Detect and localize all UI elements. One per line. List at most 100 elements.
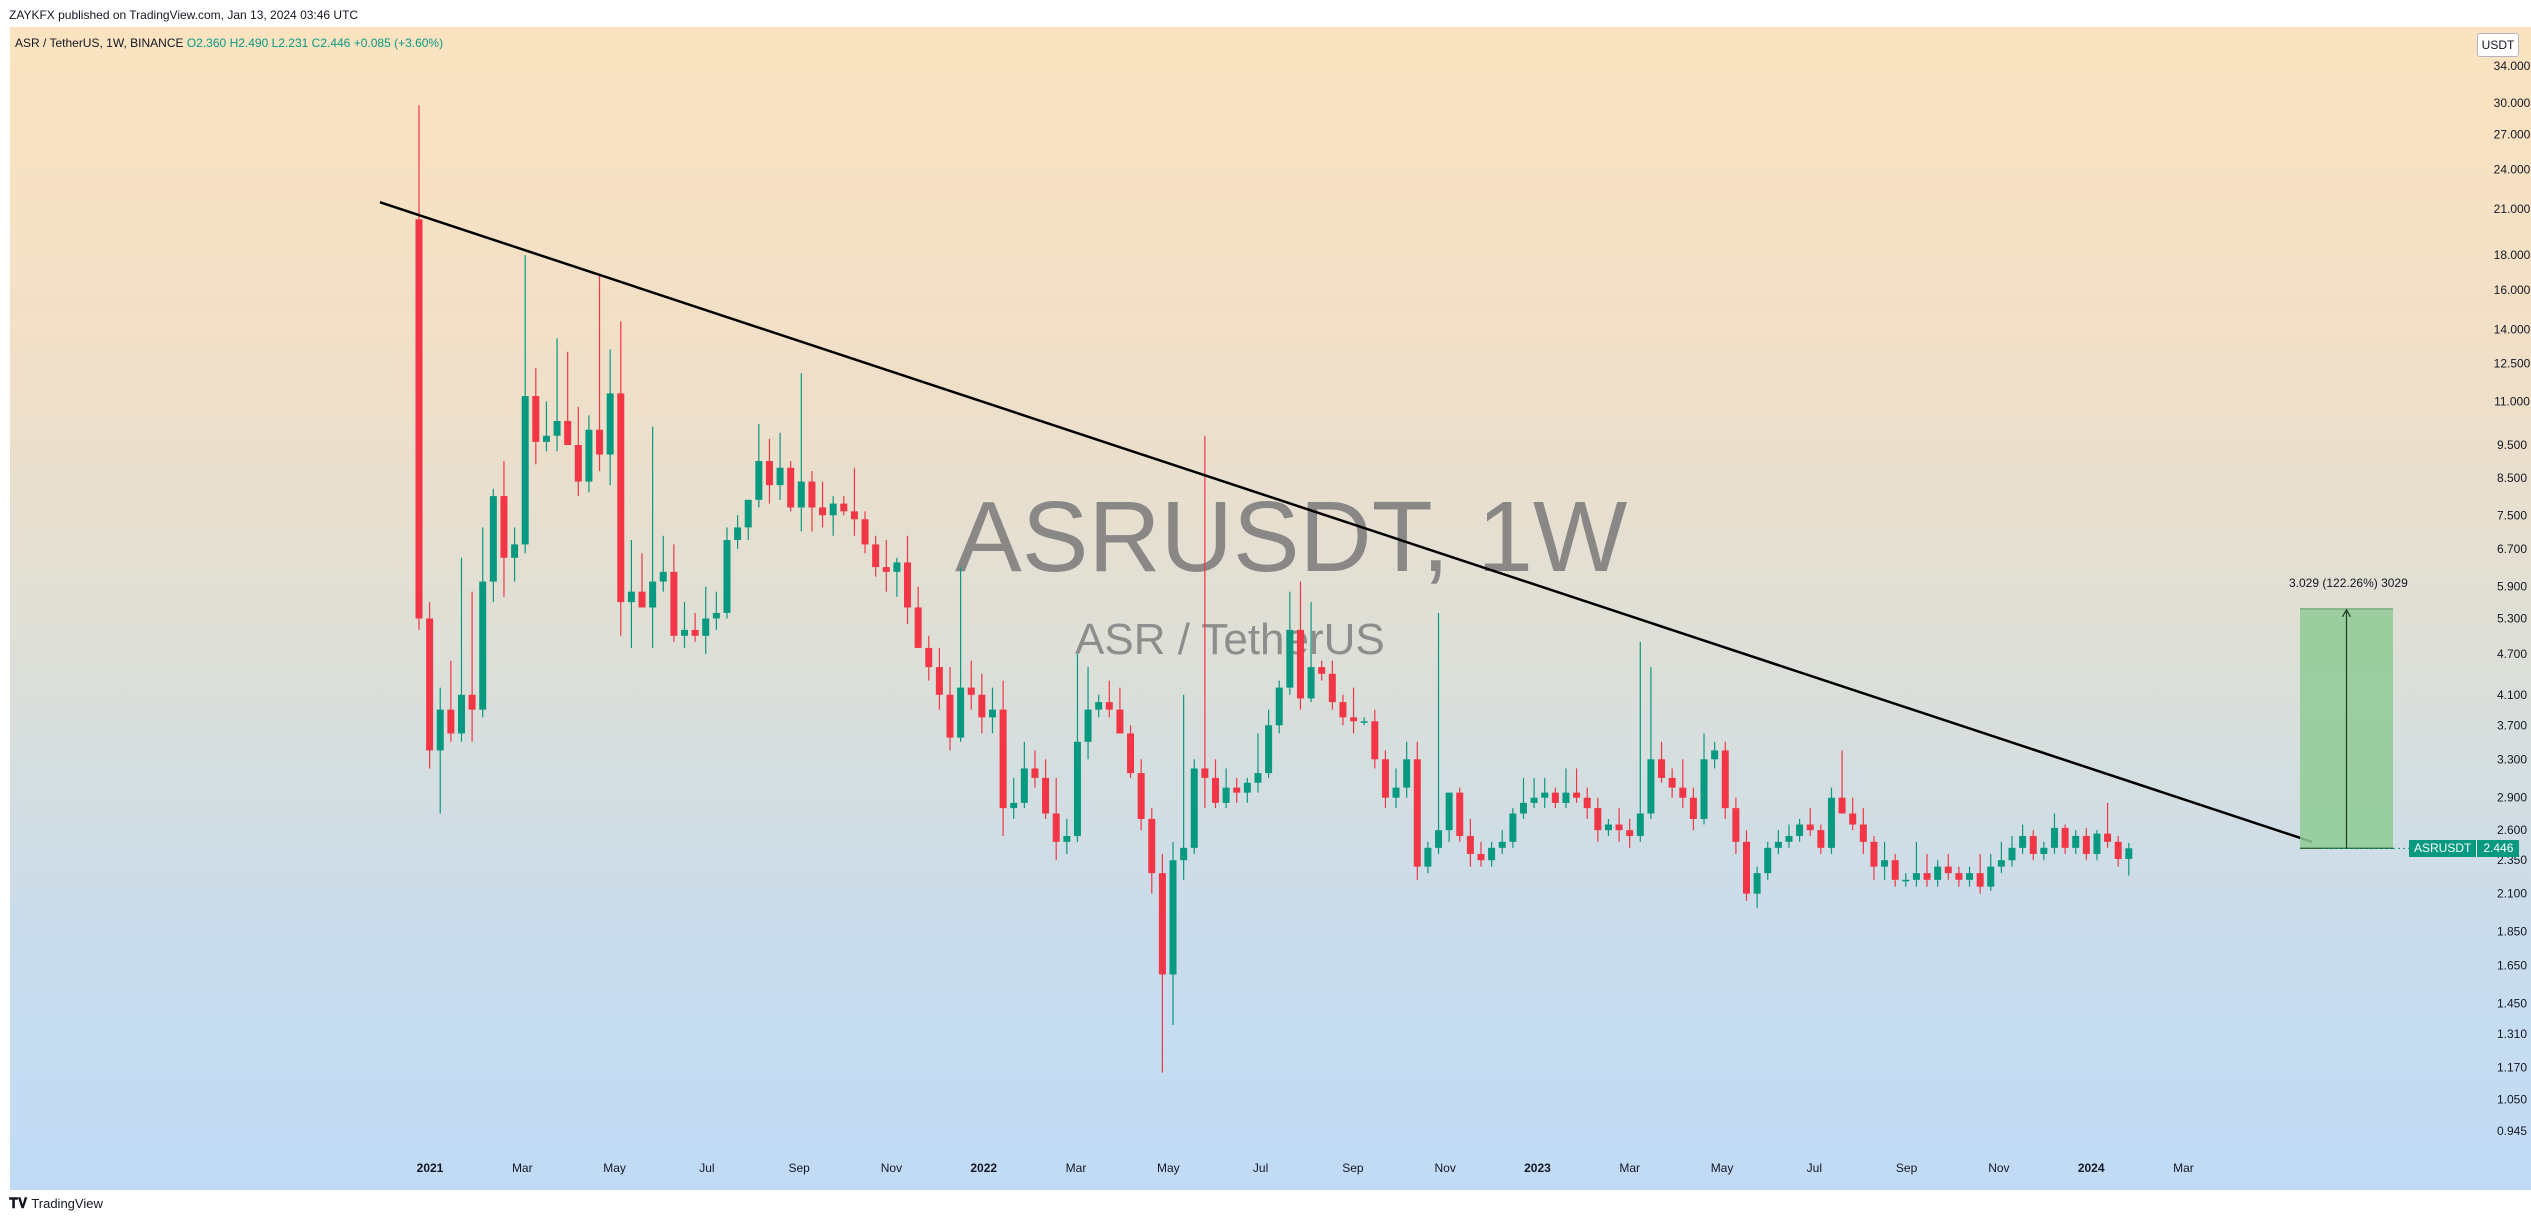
- x-tick-label: Nov: [1988, 1161, 2009, 1175]
- candle-down: [415, 219, 423, 619]
- candle-down: [1838, 797, 1846, 814]
- candle-down: [1923, 873, 1931, 880]
- candle-down: [1976, 873, 1984, 887]
- candle-up: [776, 467, 784, 486]
- y-tick-label: 2.600: [2497, 823, 2527, 837]
- x-tick-label: Sep: [1896, 1161, 1918, 1175]
- measure-label: 3.029 (122.26%) 3029: [2289, 576, 2408, 590]
- tradingview-logo-icon: 𝐓𝐕: [9, 1194, 28, 1211]
- candle-down: [1658, 759, 1666, 778]
- legend-open: O2.360: [186, 36, 227, 50]
- y-tick-label: 7.500: [2497, 508, 2527, 522]
- candle-down: [819, 507, 827, 516]
- y-tick-label: 30.000: [2494, 96, 2531, 110]
- y-tick-label: 5.900: [2497, 580, 2527, 594]
- x-tick-label: Jul: [699, 1161, 714, 1175]
- candle-up: [1997, 860, 2005, 867]
- candle-up: [521, 396, 529, 545]
- candle-up: [457, 694, 465, 734]
- candle-up: [649, 581, 657, 608]
- candle-up: [627, 591, 635, 603]
- candle-up: [2093, 833, 2101, 854]
- candle-down: [1721, 750, 1729, 809]
- y-tick-label: 1.850: [2497, 924, 2527, 938]
- candle-up: [436, 709, 444, 751]
- y-tick-label: 27.000: [2494, 128, 2531, 142]
- candle-down: [1594, 808, 1602, 831]
- candle-up: [702, 618, 710, 636]
- y-tick-label: 3.300: [2497, 752, 2527, 766]
- y-tick-label: 34.000: [2494, 59, 2531, 73]
- candle-down: [1201, 768, 1209, 778]
- currency-unit-button[interactable]: USDT: [2477, 33, 2519, 57]
- candle-down: [1891, 860, 1899, 880]
- candle-down: [1042, 777, 1050, 814]
- candle-up: [1498, 841, 1506, 848]
- candle-up: [755, 461, 763, 500]
- candle-up: [1700, 759, 1708, 819]
- watermark-title: ASRUSDT, 1W: [955, 481, 1628, 593]
- x-tick-label: Sep: [1342, 1161, 1364, 1175]
- measure-arrow-head-icon: [2341, 608, 2352, 618]
- candle-up: [2008, 847, 2016, 861]
- legend-symbol: ASR / TetherUS, 1W, BINANCE: [15, 36, 184, 50]
- candle-down: [596, 429, 604, 455]
- candle-up: [1541, 792, 1549, 798]
- candle-up: [1509, 813, 1517, 842]
- y-tick-label: 2.100: [2497, 887, 2527, 901]
- candle-up: [681, 629, 688, 636]
- x-tick-label: 2024: [2078, 1161, 2105, 1175]
- y-tick-label: 12.500: [2494, 356, 2531, 370]
- legend-low: L2.231: [271, 36, 309, 50]
- candle-up: [1222, 787, 1230, 803]
- candle-down: [1583, 797, 1591, 809]
- candle-down: [500, 496, 508, 558]
- price-axis[interactable]: [2475, 27, 2531, 1190]
- candle-up: [1084, 709, 1092, 742]
- candle-up: [1073, 741, 1081, 836]
- candle-up: [829, 503, 837, 516]
- candle-down: [808, 481, 816, 508]
- candle-up: [585, 429, 593, 482]
- candle-up: [1753, 873, 1761, 894]
- candle-down: [1318, 667, 1326, 674]
- y-tick-label: 11.000: [2494, 394, 2530, 408]
- candle-up: [2050, 827, 2058, 848]
- x-tick-label: Nov: [881, 1161, 902, 1175]
- trendline: [379, 201, 2313, 844]
- candle-down: [1732, 808, 1740, 842]
- candle-up: [1169, 860, 1177, 975]
- candle-up: [1445, 792, 1453, 831]
- y-tick-label: 4.100: [2497, 688, 2527, 702]
- candle-down: [670, 571, 678, 636]
- candle-down: [1870, 841, 1878, 867]
- candle-down: [850, 511, 858, 520]
- candle-up: [2072, 835, 2080, 848]
- candle-down: [1551, 792, 1559, 803]
- candle-up: [2019, 835, 2027, 848]
- candle-up: [1265, 725, 1273, 774]
- y-tick-label: 16.000: [2494, 283, 2531, 297]
- y-tick-label: 14.000: [2494, 323, 2531, 337]
- candle-up: [1254, 773, 1262, 783]
- x-tick-label: May: [1711, 1161, 1734, 1175]
- candle-down: [925, 647, 933, 668]
- candle-up: [1286, 629, 1294, 688]
- y-tick-label: 1.310: [2497, 1027, 2527, 1041]
- y-tick-label: 5.300: [2497, 611, 2527, 625]
- candle-down: [2082, 835, 2090, 854]
- candle-up: [1424, 847, 1432, 867]
- candle-down: [574, 445, 582, 482]
- candle-up: [1934, 866, 1942, 880]
- candle-up: [489, 496, 497, 582]
- x-tick-label: Mar: [2173, 1161, 2194, 1175]
- candle-down: [1031, 768, 1039, 778]
- candle-up: [1636, 813, 1644, 836]
- candle-up: [1392, 787, 1400, 798]
- candle-down: [978, 694, 986, 718]
- x-tick-label: Sep: [788, 1161, 810, 1175]
- candle-up: [893, 562, 901, 572]
- candle-down: [967, 687, 975, 695]
- candle-up: [1190, 768, 1198, 848]
- y-tick-label: 1.450: [2497, 997, 2527, 1011]
